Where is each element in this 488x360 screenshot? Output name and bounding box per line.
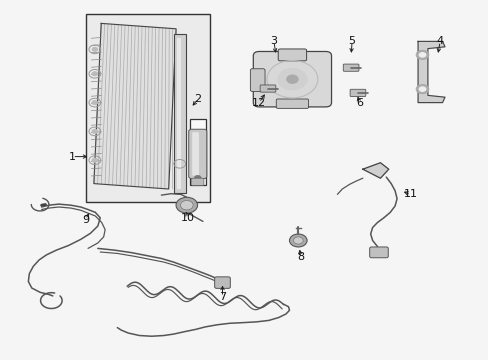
Text: 2: 2 [194,94,201,104]
Circle shape [194,178,201,183]
Circle shape [293,237,303,244]
Circle shape [415,85,428,94]
FancyBboxPatch shape [191,178,203,185]
Circle shape [277,68,306,90]
Circle shape [92,158,98,162]
Bar [177,38,181,189]
FancyBboxPatch shape [253,51,331,107]
FancyBboxPatch shape [369,247,387,258]
Text: 4: 4 [436,36,443,46]
FancyBboxPatch shape [188,129,206,179]
Circle shape [92,72,98,76]
Text: 8: 8 [297,252,304,262]
FancyBboxPatch shape [276,99,308,108]
Polygon shape [94,23,176,189]
Circle shape [92,100,98,105]
Circle shape [176,197,197,213]
Bar [189,119,205,185]
FancyBboxPatch shape [349,89,365,96]
Bar [173,34,185,193]
FancyBboxPatch shape [260,85,275,92]
FancyBboxPatch shape [192,132,199,176]
Circle shape [286,75,298,84]
FancyBboxPatch shape [343,64,358,71]
Text: 1: 1 [69,152,76,162]
Text: 7: 7 [219,292,225,302]
Circle shape [92,129,98,134]
Text: 3: 3 [270,36,277,46]
Text: 6: 6 [355,98,362,108]
Text: 11: 11 [403,189,417,199]
Circle shape [418,86,426,92]
Circle shape [194,175,201,180]
FancyBboxPatch shape [214,277,230,288]
Circle shape [289,234,306,247]
Circle shape [92,47,98,51]
Circle shape [418,52,426,58]
Text: 10: 10 [181,213,195,223]
Bar [85,14,210,202]
Text: 12: 12 [252,98,265,108]
Polygon shape [362,163,388,178]
Circle shape [180,201,193,210]
FancyBboxPatch shape [250,69,264,91]
FancyBboxPatch shape [278,49,306,61]
Circle shape [415,50,428,59]
Text: 9: 9 [82,215,89,225]
Text: 5: 5 [348,36,355,46]
Polygon shape [417,41,444,103]
